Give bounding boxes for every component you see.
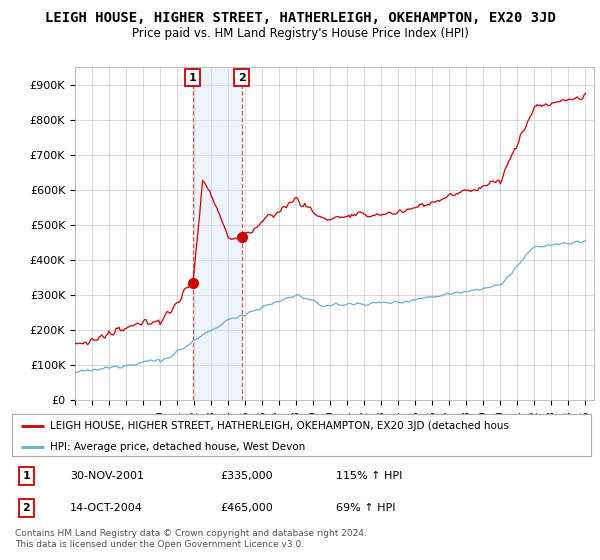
Text: 2: 2 <box>238 73 245 83</box>
Text: 30-NOV-2001: 30-NOV-2001 <box>70 471 144 481</box>
Text: 115% ↑ HPI: 115% ↑ HPI <box>336 471 403 481</box>
Text: 14-OCT-2004: 14-OCT-2004 <box>70 503 143 514</box>
Text: 1: 1 <box>23 471 31 481</box>
Text: LEIGH HOUSE, HIGHER STREET, HATHERLEIGH, OKEHAMPTON, EX20 3JD (detached hous: LEIGH HOUSE, HIGHER STREET, HATHERLEIGH,… <box>50 421 509 431</box>
Text: LEIGH HOUSE, HIGHER STREET, HATHERLEIGH, OKEHAMPTON, EX20 3JD: LEIGH HOUSE, HIGHER STREET, HATHERLEIGH,… <box>44 11 556 25</box>
Text: 1: 1 <box>189 73 197 83</box>
Bar <box>193 67 242 400</box>
Text: 2: 2 <box>23 503 31 514</box>
Text: Price paid vs. HM Land Registry's House Price Index (HPI): Price paid vs. HM Land Registry's House … <box>131 27 469 40</box>
Text: £465,000: £465,000 <box>220 503 273 514</box>
Text: 69% ↑ HPI: 69% ↑ HPI <box>336 503 396 514</box>
Text: £335,000: £335,000 <box>220 471 273 481</box>
Text: HPI: Average price, detached house, West Devon: HPI: Average price, detached house, West… <box>50 442 305 452</box>
Text: Contains HM Land Registry data © Crown copyright and database right 2024.
This d: Contains HM Land Registry data © Crown c… <box>15 529 367 549</box>
